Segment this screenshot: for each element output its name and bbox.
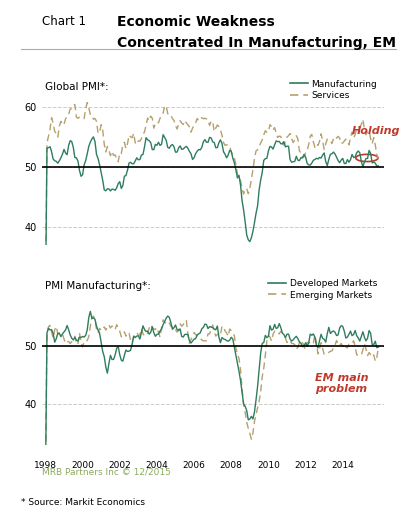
- Text: Economic Weakness: Economic Weakness: [117, 15, 274, 29]
- Text: 2010: 2010: [257, 461, 280, 470]
- Text: 1998: 1998: [34, 461, 57, 470]
- Text: Chart 1: Chart 1: [42, 15, 86, 28]
- Text: Concentrated In Manufacturing, EM: Concentrated In Manufacturing, EM: [117, 36, 396, 50]
- Text: 2014: 2014: [332, 461, 354, 470]
- Legend: Manufacturing, Services: Manufacturing, Services: [288, 78, 379, 102]
- Text: Holding: Holding: [352, 126, 401, 136]
- Text: 2012: 2012: [294, 461, 317, 470]
- Text: 2006: 2006: [183, 461, 206, 470]
- Text: 2008: 2008: [220, 461, 243, 470]
- Text: * Source: Markit Economics: * Source: Markit Economics: [21, 498, 145, 507]
- Legend: Developed Markets, Emerging Markets: Developed Markets, Emerging Markets: [266, 277, 379, 301]
- Text: 2004: 2004: [146, 461, 168, 470]
- Text: 2002: 2002: [108, 461, 131, 470]
- Text: MRB Partners Inc © 12/2015: MRB Partners Inc © 12/2015: [42, 468, 171, 477]
- Text: 2000: 2000: [71, 461, 94, 470]
- Text: EM main
problem: EM main problem: [315, 373, 368, 394]
- Text: PMI Manufacturing*:: PMI Manufacturing*:: [45, 281, 151, 291]
- Text: Global PMI*:: Global PMI*:: [45, 82, 109, 91]
